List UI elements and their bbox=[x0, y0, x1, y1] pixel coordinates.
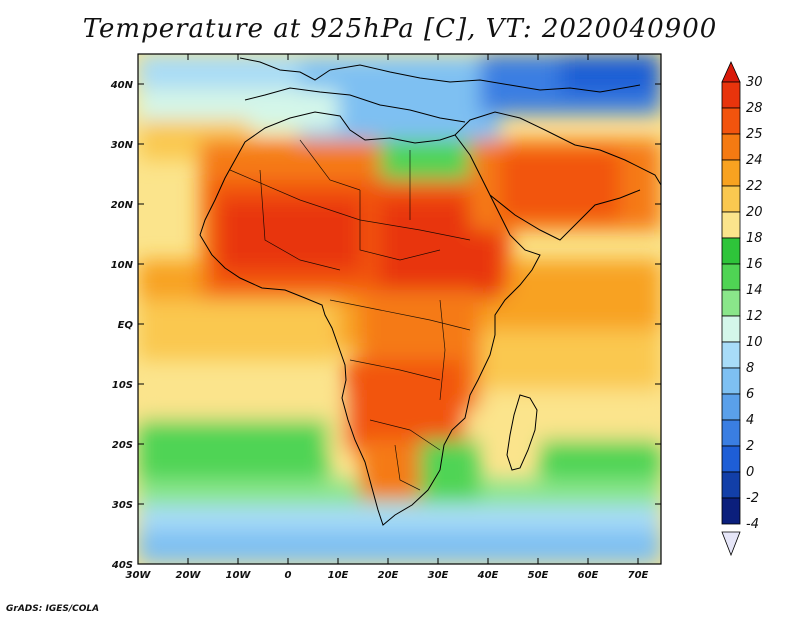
colorbar-label: 4 bbox=[746, 413, 754, 428]
lon-label-0: 0 bbox=[285, 570, 292, 581]
colorbar-swatch bbox=[721, 237, 741, 265]
lon-label-10e: 10E bbox=[328, 570, 349, 581]
lon-label-30e: 30E bbox=[428, 570, 449, 581]
colorbar-label: -2 bbox=[746, 491, 759, 506]
lon-label-20e: 20E bbox=[378, 570, 399, 581]
lon-label-40e: 40E bbox=[477, 570, 499, 581]
colorbar-label: 12 bbox=[746, 309, 763, 324]
colorbar-top-arrow bbox=[721, 61, 741, 83]
colorbar-swatch bbox=[721, 315, 741, 343]
lon-label-60e: 60E bbox=[578, 570, 599, 581]
colorbar-label: 10 bbox=[746, 335, 763, 350]
colorbar-swatch bbox=[721, 133, 741, 161]
colorbar-label: 20 bbox=[746, 205, 763, 220]
coastlines bbox=[199, 57, 661, 526]
colorbar-swatch bbox=[721, 367, 741, 395]
colorbar-swatch bbox=[721, 289, 741, 317]
colorbar-swatch bbox=[721, 211, 741, 239]
grads-credit: GrADS: IGES/COLA bbox=[6, 604, 100, 614]
colorbar-swatch bbox=[721, 393, 741, 421]
lat-label-20s: 20S bbox=[112, 440, 133, 451]
lat-label-40n: 40N bbox=[110, 80, 134, 91]
lat-label-20n: 20N bbox=[111, 200, 134, 211]
map-title: Temperature at 925hPa [C], VT: 202004090… bbox=[82, 14, 718, 44]
temperature-field bbox=[138, 54, 661, 564]
colorbar-swatch bbox=[721, 81, 741, 109]
colorbar-label: 22 bbox=[746, 179, 763, 194]
colorbar-swatch bbox=[721, 107, 741, 135]
colorbar-swatch bbox=[721, 419, 741, 447]
colorbar-swatch bbox=[721, 185, 741, 213]
colorbar-swatch bbox=[721, 159, 741, 187]
lon-label-50e: 50E bbox=[528, 570, 549, 581]
colorbar-label: 18 bbox=[746, 231, 763, 246]
lat-label-40s: 40S bbox=[111, 560, 133, 571]
colorbar-label: -4 bbox=[746, 517, 759, 532]
lon-label-20w: 20W bbox=[176, 570, 202, 581]
lon-label-30w: 30W bbox=[126, 570, 152, 581]
colorbar-label: 30 bbox=[746, 75, 763, 90]
colorbar-swatch bbox=[721, 471, 741, 499]
lat-label-10s: 10S bbox=[112, 380, 133, 391]
colorbar-label: 24 bbox=[746, 153, 763, 168]
colorbar-label: 28 bbox=[746, 101, 763, 116]
colorbar-swatch bbox=[721, 445, 741, 473]
colorbar-label: 14 bbox=[746, 283, 763, 298]
lon-label-10w: 10W bbox=[226, 570, 252, 581]
lat-label-eq: EQ bbox=[118, 320, 134, 331]
colorbar-label: 25 bbox=[746, 127, 763, 142]
colorbar-label: 8 bbox=[746, 361, 754, 376]
map-frame bbox=[137, 53, 662, 565]
colorbar-bottom-arrow bbox=[721, 531, 741, 557]
lon-ticks: 30W 20W 10W 0 10E 20E 30E 40E 50E 60E 70… bbox=[126, 54, 649, 581]
colorbar-label: 2 bbox=[746, 439, 754, 454]
colorbar-label: 0 bbox=[746, 465, 754, 480]
lat-label-10n: 10N bbox=[111, 260, 134, 271]
country-borders bbox=[229, 139, 471, 491]
colorbar-label: 16 bbox=[746, 257, 763, 272]
colorbar-swatch bbox=[721, 341, 741, 369]
lat-label-30s: 30S bbox=[112, 500, 133, 511]
lon-label-70e: 70E bbox=[628, 570, 649, 581]
colorbar-swatch bbox=[721, 497, 741, 525]
colorbar-swatch bbox=[721, 263, 741, 291]
colorbar-label: 6 bbox=[746, 387, 754, 402]
lat-ticks: 40N 30N 20N 10N EQ 10S 20S 30S 40S bbox=[110, 80, 661, 571]
lat-label-30n: 30N bbox=[111, 140, 134, 151]
